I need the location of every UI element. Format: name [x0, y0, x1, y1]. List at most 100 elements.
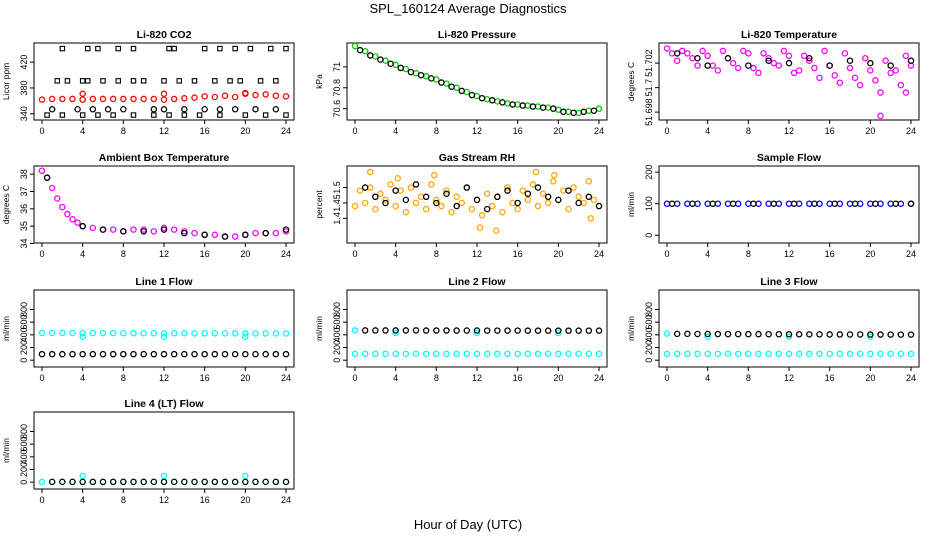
data-point	[412, 199, 420, 207]
data-point	[74, 219, 81, 226]
data-point	[514, 327, 521, 334]
data-point	[59, 350, 66, 358]
data-point	[689, 54, 696, 62]
plot-frame	[33, 411, 295, 490]
plot-frame	[346, 42, 608, 121]
data-point	[729, 200, 737, 207]
data-point	[377, 190, 384, 197]
data-point	[150, 350, 158, 358]
x-tick-label: 0	[664, 249, 669, 259]
data-point	[565, 108, 572, 116]
y-tick-label: 36	[19, 204, 29, 214]
data-point	[877, 200, 884, 207]
data-point	[392, 202, 399, 210]
data-point	[560, 187, 567, 194]
data-point	[714, 330, 722, 338]
data-point	[499, 208, 506, 216]
data-point	[806, 54, 813, 62]
x-tick-label: 24	[906, 126, 916, 136]
data-point	[846, 57, 854, 64]
data-series-2	[43, 174, 290, 240]
y-tick-label: 0	[644, 233, 654, 238]
data-point	[150, 329, 158, 337]
data-point	[529, 103, 537, 110]
data-point	[191, 229, 198, 237]
data-point	[262, 350, 269, 358]
data-point	[453, 327, 460, 334]
data-point	[724, 330, 732, 338]
data-point	[99, 350, 107, 358]
x-tick-label: 4	[80, 249, 85, 259]
data-point	[109, 226, 117, 233]
data-point	[729, 59, 737, 67]
y-tick-label: 800	[332, 302, 342, 317]
data-point	[519, 187, 527, 194]
data-point	[750, 200, 757, 207]
data-point	[795, 200, 803, 207]
data-point	[262, 330, 269, 337]
data-point	[877, 89, 884, 96]
data-point	[130, 226, 137, 233]
data-point	[765, 57, 772, 64]
data-point	[212, 78, 218, 84]
x-tick-label: 4	[705, 126, 710, 136]
data-point	[282, 226, 290, 233]
data-point	[846, 200, 854, 207]
y-tick-label: 35	[19, 221, 29, 231]
data-point	[544, 104, 552, 111]
data-point	[120, 228, 127, 235]
data-point	[170, 226, 178, 233]
data-point	[534, 184, 542, 191]
data-point	[387, 181, 394, 188]
data-point	[232, 45, 238, 52]
data-point	[89, 350, 97, 358]
data-point	[99, 226, 107, 233]
data-point	[846, 331, 854, 338]
y-tick-label: 600	[644, 315, 654, 330]
data-point	[160, 106, 168, 113]
x-tick-label: 20	[553, 249, 563, 259]
data-point	[351, 327, 359, 334]
x-tick-label: 20	[240, 373, 250, 383]
chart-panel-3: Li-820 Temperature degrees C 0 4 8 12 16 20 24 51…	[626, 29, 920, 136]
data-point	[851, 74, 859, 82]
data-point	[262, 478, 269, 486]
data-point	[555, 327, 562, 334]
data-point	[483, 350, 491, 358]
data-point	[273, 78, 279, 84]
data-point	[836, 350, 844, 358]
data-point	[907, 331, 915, 338]
data-point	[392, 329, 399, 337]
data-point	[734, 350, 742, 358]
data-point	[458, 199, 465, 207]
data-series-2	[668, 47, 910, 84]
data-point	[816, 350, 823, 358]
data-point	[201, 106, 208, 113]
data-point	[433, 196, 440, 204]
data-point	[402, 196, 410, 204]
data-series-3	[361, 327, 603, 334]
data-point	[382, 196, 389, 204]
data-point	[673, 57, 681, 64]
data-point	[673, 200, 681, 207]
data-series-2	[356, 46, 598, 117]
panel-title: Line 2 Flow	[448, 276, 506, 288]
data-point	[534, 327, 542, 334]
data-point	[476, 224, 484, 231]
data-point	[841, 50, 849, 57]
data-point	[473, 327, 481, 334]
data-point	[575, 199, 582, 207]
data-point	[550, 105, 557, 112]
data-point	[231, 106, 239, 113]
data-point	[494, 327, 501, 334]
data-point	[221, 92, 229, 99]
data-point	[494, 193, 501, 201]
data-point	[790, 69, 798, 77]
data-point	[120, 106, 127, 113]
data-point	[422, 73, 430, 80]
panel-title: Li-820 Pressure	[438, 29, 516, 41]
data-point	[422, 205, 430, 213]
data-series-2	[79, 333, 249, 340]
data-point	[387, 60, 394, 68]
